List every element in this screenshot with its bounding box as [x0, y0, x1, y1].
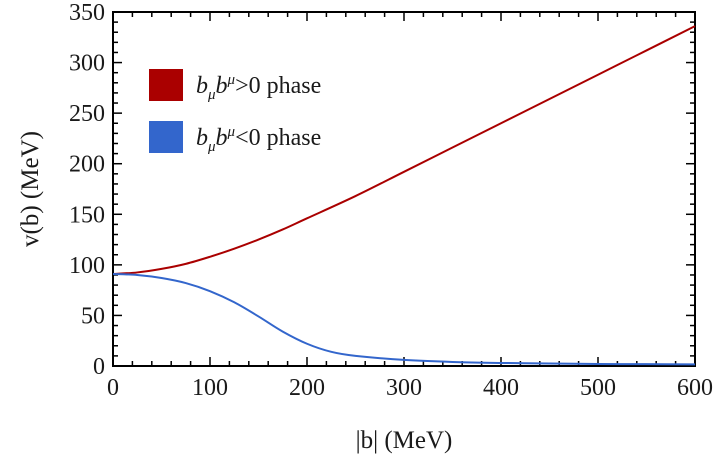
x-tick-label: 100	[192, 375, 228, 401]
x-tick-label: 600	[677, 375, 713, 401]
legend-item-positive-phase: bμbμ>0 phase	[149, 69, 321, 103]
legend-swatch-positive-phase	[149, 69, 183, 101]
legend-swatch-negative-phase	[149, 121, 183, 153]
y-tick-label: 250	[69, 101, 105, 127]
x-tick-label: 200	[289, 375, 325, 401]
y-tick-label: 100	[69, 253, 105, 279]
x-tick-label: 0	[107, 375, 119, 401]
y-tick-label: 350	[69, 0, 105, 26]
plot-frame	[112, 11, 696, 367]
axis-tick-labels: 0 100 200 300 400 500 600 0 50 100 150 200 250 300 350	[69, 0, 713, 401]
x-tick-label: 500	[580, 375, 616, 401]
x-tick-label: 400	[483, 375, 519, 401]
series-layer	[112, 25, 696, 366]
y-tick-label: 50	[81, 303, 105, 329]
axis-ticks	[112, 11, 696, 367]
legend-label-positive-phase: bμbμ>0 phase	[196, 72, 321, 103]
legend-item-negative-phase: bμbμ<0 phase	[149, 121, 321, 155]
legend: bμbμ>0 phase bμbμ<0 phase	[149, 69, 321, 155]
y-tick-label: 0	[93, 354, 105, 380]
y-tick-label: 200	[69, 152, 105, 178]
x-tick-label: 300	[386, 375, 422, 401]
y-tick-label: 150	[69, 202, 105, 228]
x-axis-label: |b| (MeV)	[356, 427, 453, 454]
series-line-negative-phase	[112, 272, 696, 366]
y-axis-label: v(b) (MeV)	[17, 131, 44, 247]
series-line-positive-phase	[112, 25, 696, 275]
y-tick-label: 300	[69, 51, 105, 77]
plot-area: 0 100 200 300 400 500 600 0 50 100 150 200 250 300 350	[69, 0, 713, 401]
legend-label-negative-phase: bμbμ<0 phase	[196, 124, 321, 155]
